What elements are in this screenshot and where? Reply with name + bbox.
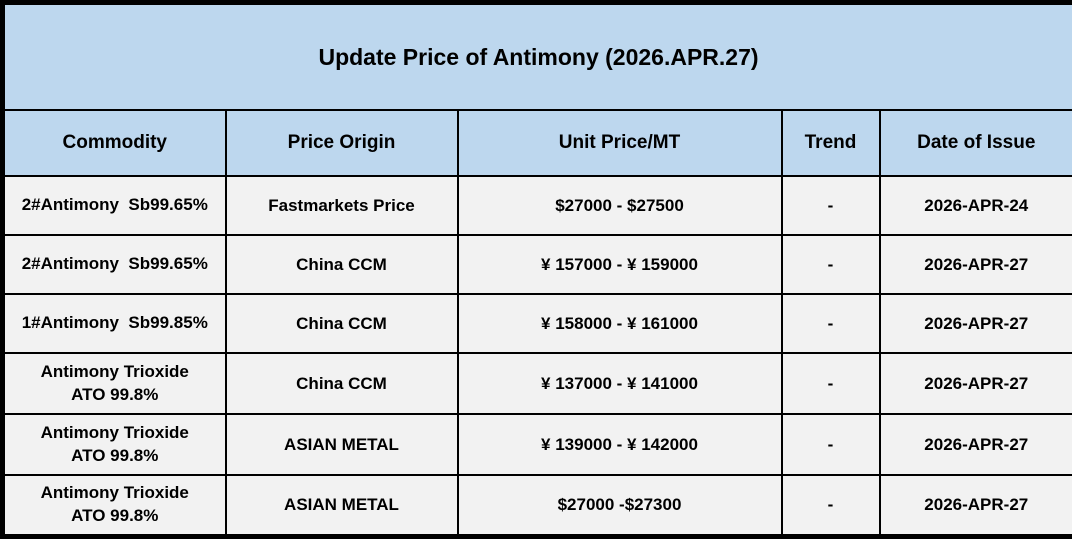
unit-price-cell: ¥ 158000 - ¥ 161000 (456, 293, 783, 355)
commodity-cell: Antimony Trioxide ATO 99.8% (0, 474, 227, 539)
price-origin-cell: China CCM (224, 293, 459, 355)
date-cell: 2026-APR-27 (878, 413, 1072, 477)
commodity-cell: 2#Antimony Sb99.65% (0, 234, 227, 296)
date-cell: 2026-APR-27 (878, 234, 1072, 296)
table-row: 1#Antimony Sb99.85% China CCM ¥ 158000 -… (0, 293, 1072, 355)
commodity-cell: 2#Antimony Sb99.65% (0, 175, 227, 237)
table-row: 2#Antimony Sb99.65% China CCM ¥ 157000 -… (0, 234, 1072, 296)
column-header-commodity: Commodity (0, 109, 227, 178)
table-row: Antimony Trioxide ATO 99.8% China CCM ¥ … (0, 352, 1072, 416)
page-title: Update Price of Antimony (2026.APR.27) (0, 0, 1072, 112)
date-cell: 2026-APR-27 (878, 293, 1072, 355)
column-header-price-origin: Price Origin (224, 109, 459, 178)
unit-price-cell: ¥ 137000 - ¥ 141000 (456, 352, 783, 416)
date-cell: 2026-APR-27 (878, 474, 1072, 539)
trend-cell: - (780, 474, 881, 539)
table-header-row: Commodity Price Origin Unit Price/MT Tre… (0, 109, 1072, 178)
trend-cell: - (780, 293, 881, 355)
trend-cell: - (780, 175, 881, 237)
title-row: Update Price of Antimony (2026.APR.27) (0, 0, 1072, 112)
unit-price-cell: $27000 - $27500 (456, 175, 783, 237)
column-header-trend: Trend (780, 109, 881, 178)
table-row: 2#Antimony Sb99.65% Fastmarkets Price $2… (0, 175, 1072, 237)
unit-price-cell: ¥ 157000 - ¥ 159000 (456, 234, 783, 296)
commodity-cell: Antimony Trioxide ATO 99.8% (0, 413, 227, 477)
unit-price-cell: $27000 -$27300 (456, 474, 783, 539)
trend-cell: - (780, 234, 881, 296)
trend-cell: - (780, 352, 881, 416)
date-cell: 2026-APR-27 (878, 352, 1072, 416)
unit-price-cell: ¥ 139000 - ¥ 142000 (456, 413, 783, 477)
commodity-cell: 1#Antimony Sb99.85% (0, 293, 227, 355)
commodity-cell: Antimony Trioxide ATO 99.8% (0, 352, 227, 416)
price-origin-cell: ASIAN METAL (224, 474, 459, 539)
column-header-unit-price: Unit Price/MT (456, 109, 783, 178)
price-origin-cell: ASIAN METAL (224, 413, 459, 477)
table-row: Antimony Trioxide ATO 99.8% ASIAN METAL … (0, 413, 1072, 477)
price-origin-cell: China CCM (224, 352, 459, 416)
price-origin-cell: China CCM (224, 234, 459, 296)
column-header-date-of-issue: Date of Issue (878, 109, 1072, 178)
price-origin-cell: Fastmarkets Price (224, 175, 459, 237)
table-row: Antimony Trioxide ATO 99.8% ASIAN METAL … (0, 474, 1072, 539)
date-cell: 2026-APR-24 (878, 175, 1072, 237)
trend-cell: - (780, 413, 881, 477)
